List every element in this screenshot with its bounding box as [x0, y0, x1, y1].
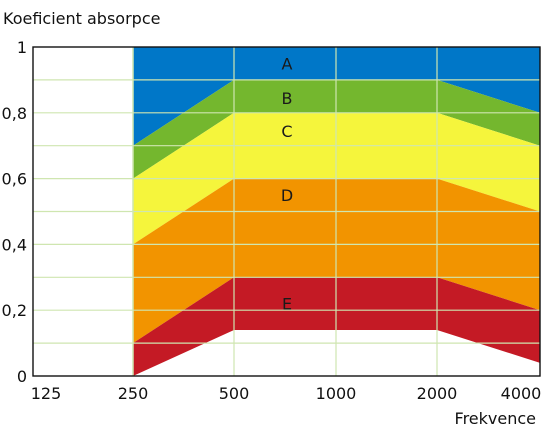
- band-label-c: C: [281, 122, 292, 141]
- y-tick-label: 0,4: [2, 235, 27, 254]
- grid-lines: [33, 47, 540, 376]
- band-label-b: B: [282, 89, 293, 108]
- y-tick-label: 0,8: [2, 104, 27, 123]
- x-tick-label: 4000: [501, 384, 542, 403]
- x-tick-label: 1000: [316, 384, 357, 403]
- y-axis-label: Koeficient absorpce: [3, 9, 160, 28]
- band-label-e: E: [282, 295, 292, 314]
- y-tick-labels: 0 0,2 0,4 0,6 0,8 1: [2, 38, 27, 386]
- x-tick-label: 500: [219, 384, 250, 403]
- y-tick-label: 0,6: [2, 170, 27, 189]
- plot-frame: [32, 46, 541, 377]
- x-tick-label: 2000: [417, 384, 458, 403]
- y-tick-label: 0: [17, 367, 27, 386]
- y-tick-label: 1: [17, 38, 27, 57]
- x-tick-label: 125: [31, 384, 62, 403]
- band-b: [133, 79, 540, 179]
- band-label-d: D: [281, 186, 293, 205]
- y-tick-label: 0,2: [2, 301, 27, 320]
- x-axis-label: Frekvence: [455, 409, 536, 428]
- x-tick-label: 250: [118, 384, 149, 403]
- band-labels: ABC D E: [281, 54, 293, 313]
- band-a: [133, 47, 540, 146]
- band-label-a: A: [282, 54, 293, 73]
- x-tick-labels: 125 250 500 1000 2000 4000: [31, 384, 542, 403]
